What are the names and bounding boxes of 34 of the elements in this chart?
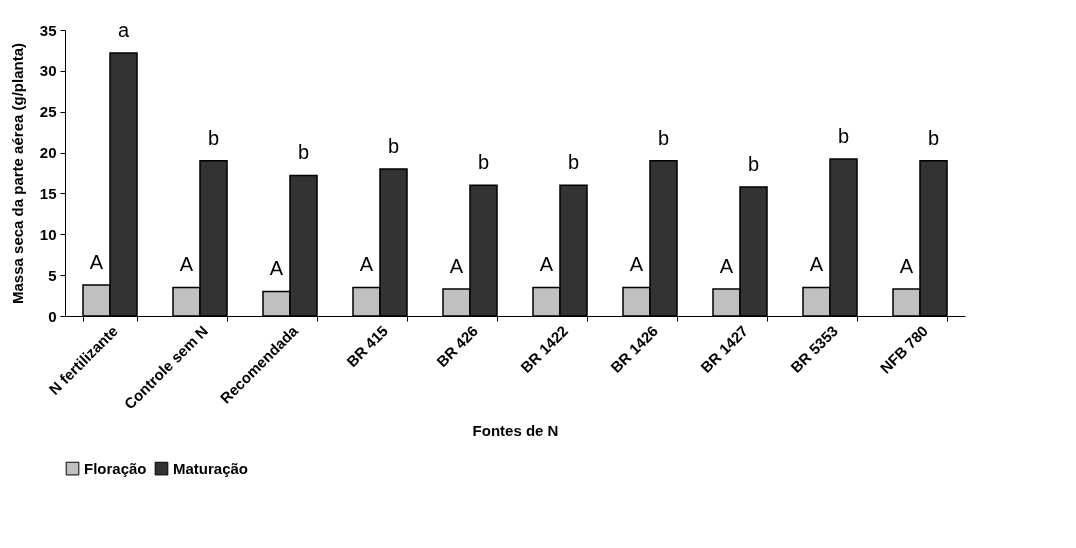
y-tick-label: 0 — [48, 307, 57, 325]
legend-label: Maturação — [173, 459, 249, 477]
data-label: b — [927, 126, 940, 149]
data-label: A — [179, 253, 194, 276]
legend-label: Floração — [84, 459, 147, 477]
y-tick-label: 15 — [39, 184, 57, 202]
data-label: A — [449, 255, 464, 278]
y-tick-label: 25 — [39, 103, 57, 121]
y-tick-label: 5 — [48, 266, 57, 284]
y-tick-label: 30 — [39, 62, 57, 80]
data-label: A — [629, 253, 644, 276]
x-axis-title: Fontes de N — [472, 422, 559, 440]
data-label: A — [719, 255, 734, 278]
data-label: b — [837, 125, 850, 148]
data-label: A — [539, 253, 554, 276]
y-tick-label: 35 — [39, 21, 57, 39]
data-label: A — [89, 250, 104, 273]
data-label: b — [387, 134, 400, 157]
y-tick-label: 10 — [39, 225, 57, 243]
x-tick-label: BR 426 — [433, 322, 482, 371]
data-label: b — [657, 126, 670, 149]
y-axis-title: Massa seca da parte aérea (g/planta) — [8, 43, 26, 304]
data-label: b — [207, 126, 220, 149]
x-tick-label: BR 415 — [343, 322, 392, 371]
data-label: b — [747, 152, 760, 175]
y-tick-label: 20 — [39, 144, 57, 162]
data-label: b — [477, 151, 490, 174]
data-label: a — [117, 18, 130, 41]
data-label: A — [359, 253, 374, 276]
data-label: A — [899, 255, 914, 278]
data-label: b — [567, 151, 580, 174]
data-label: A — [809, 253, 824, 276]
data-label: A — [269, 257, 284, 280]
data-label: b — [297, 141, 310, 164]
